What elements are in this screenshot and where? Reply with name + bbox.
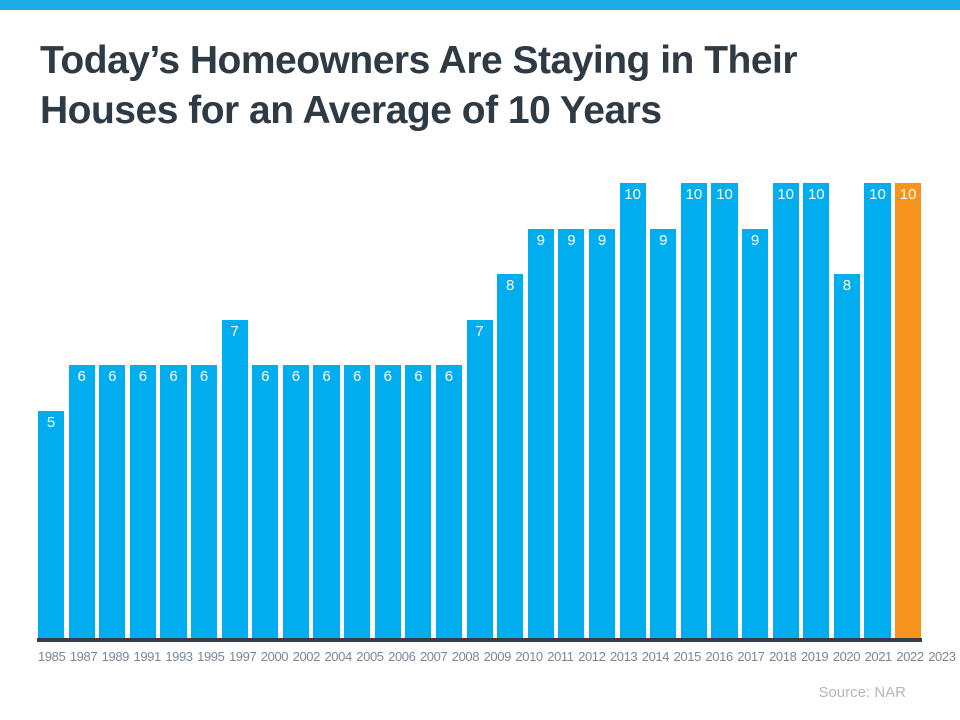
x-tick-2006: 2006 [388, 649, 416, 664]
x-tick-1995: 1995 [197, 649, 225, 664]
x-tick-2002: 2002 [292, 649, 321, 664]
bar-2017: 10 [711, 183, 738, 638]
bar-2010: 8 [497, 274, 524, 638]
x-tick-2008: 2008 [451, 649, 480, 664]
bar-value-label: 5 [46, 413, 56, 431]
bar-2021: 8 [833, 274, 860, 638]
bar-2009: 7 [466, 319, 493, 638]
bar-value-label: 9 [659, 231, 668, 249]
x-tick-1997: 1997 [228, 649, 257, 664]
bar-1995: 6 [191, 365, 218, 638]
bar-value-label: 6 [138, 368, 148, 385]
bar-value-label: 6 [108, 368, 117, 385]
bar-value-label: 6 [414, 368, 423, 385]
bar-2008: 6 [435, 365, 463, 638]
bar-1993: 6 [160, 365, 187, 638]
bar-2015: 9 [650, 228, 677, 638]
bar-value-label: 7 [475, 322, 484, 340]
bar-2019: 10 [772, 183, 799, 638]
bar-value-label: 6 [352, 368, 362, 385]
x-axis-tick-labels: 1985 1987 1989 1991 1993 1995 1997 2000 2002 2004… [38, 649, 956, 664]
x-tick-2007: 2007 [419, 649, 448, 664]
bar-value-label: 6 [77, 368, 86, 385]
x-tick-2012: 2012 [578, 649, 606, 664]
bar-value-label: 10 [899, 186, 917, 203]
x-axis-line [37, 638, 922, 642]
bar-value-label: 9 [750, 231, 760, 249]
bar-2012: 9 [558, 228, 585, 638]
bar-2000: 6 [252, 365, 279, 638]
bar-value-label: 10 [777, 186, 795, 203]
bar-value-label: 10 [624, 186, 641, 203]
bar-value-label: 8 [506, 277, 515, 294]
bar-value-label: 9 [567, 231, 576, 249]
x-tick-2017: 2017 [737, 649, 765, 664]
bar-2002: 6 [282, 365, 309, 638]
bar-2014: 10 [619, 183, 646, 638]
x-tick-2015: 2015 [673, 649, 702, 664]
bar-value-label: 10 [869, 186, 886, 203]
page-title: Today’s Homeowners Are Staying in Their H… [40, 36, 920, 136]
bar-value-label: 6 [322, 368, 331, 385]
x-tick-2011: 2011 [547, 649, 574, 664]
bar-2022: 10 [864, 183, 891, 638]
x-tick-2000: 2000 [260, 649, 289, 664]
x-tick-2022: 2022 [896, 649, 924, 664]
x-tick-2016: 2016 [705, 649, 733, 664]
bar-value-label: 6 [199, 368, 209, 385]
bar-2005: 6 [344, 365, 371, 638]
bar-2011: 9 [527, 228, 554, 638]
bar-value-label: 9 [597, 231, 607, 249]
source-attribution: Source: NAR [818, 684, 906, 701]
x-tick-1985: 1985 [38, 649, 66, 664]
x-tick-1987: 1987 [69, 649, 98, 664]
bar-1991: 6 [129, 365, 156, 638]
bar-2016: 10 [680, 183, 707, 638]
bar-value-label: 10 [807, 186, 825, 203]
bar-2013: 9 [588, 228, 616, 638]
bar-1997: 7 [221, 319, 248, 638]
x-tick-2019: 2019 [800, 649, 829, 664]
bar-value-label: 10 [685, 186, 703, 203]
x-tick-2004: 2004 [324, 649, 352, 664]
bar-value-label: 9 [536, 231, 545, 249]
bar-2006: 6 [374, 365, 401, 638]
x-tick-2013: 2013 [609, 649, 638, 664]
bar-1987: 6 [68, 365, 95, 638]
bar-value-label: 8 [842, 277, 852, 294]
bar-2020: 10 [803, 183, 830, 638]
x-tick-2005: 2005 [356, 649, 384, 664]
bar-value-label: 6 [444, 368, 454, 385]
bar-value-label: 6 [169, 368, 178, 385]
x-tick-2010: 2010 [515, 649, 543, 664]
x-tick-2014: 2014 [641, 649, 670, 664]
bar-value-label: 6 [291, 368, 301, 385]
title-line-2: Houses for an Average of 10 Years [40, 89, 662, 132]
bar-value-label: 6 [261, 368, 270, 385]
bar-value-label: 6 [383, 368, 392, 385]
bar-1985: 5 [38, 410, 65, 638]
x-tick-2021: 2021 [864, 649, 893, 664]
bar-value-label: 7 [230, 322, 239, 340]
x-tick-2020: 2020 [832, 649, 861, 664]
x-tick-2018: 2018 [769, 649, 797, 664]
bar-chart: 5 6 6 6 6 6 7 6 6 6 6 6 6 6 7 8 9 9 9 10 9 10 10 9 10 10 8 10 10 [38, 183, 922, 638]
x-tick-1993: 1993 [165, 649, 193, 664]
title-line-1: Today’s Homeowners Are Staying in Their [40, 39, 798, 82]
x-tick-2023: 2023 [928, 649, 956, 664]
bar-2007: 6 [405, 365, 432, 638]
top-accent-bar [0, 0, 960, 10]
bar-2023: 10 [895, 183, 922, 638]
bar-2018: 9 [742, 228, 769, 638]
bar-1989: 6 [99, 365, 126, 638]
x-tick-2009: 2009 [483, 649, 512, 664]
x-tick-1991: 1991 [133, 649, 161, 664]
x-tick-1989: 1989 [101, 649, 130, 664]
bar-value-label: 10 [716, 186, 733, 203]
bar-2004: 6 [313, 365, 340, 638]
